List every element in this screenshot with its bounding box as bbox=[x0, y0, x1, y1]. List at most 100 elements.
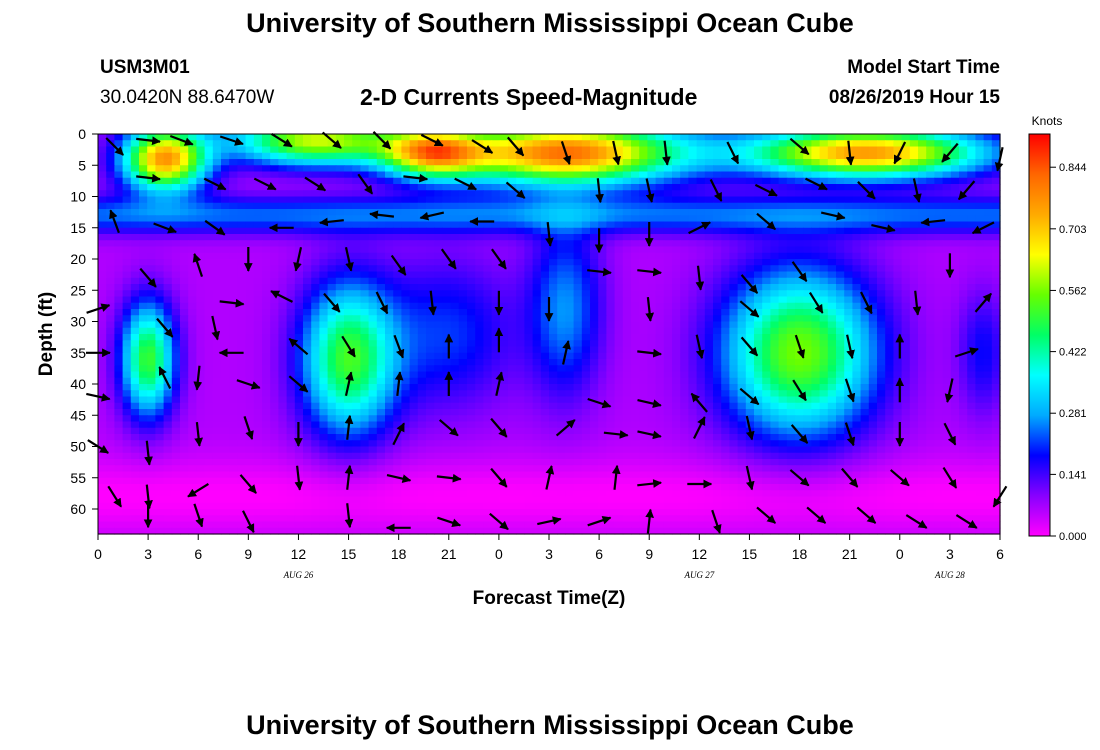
heat-cell bbox=[549, 140, 558, 148]
heat-cell bbox=[901, 196, 911, 204]
heat-cell bbox=[688, 140, 698, 148]
heat-cell bbox=[950, 377, 960, 385]
heat-cell bbox=[631, 252, 640, 260]
heat-cell bbox=[819, 302, 829, 310]
heat-cell bbox=[737, 277, 747, 285]
heat-cell bbox=[385, 415, 394, 423]
heat-cell bbox=[458, 390, 468, 398]
heat-cell bbox=[180, 284, 189, 291]
heat-cell bbox=[819, 402, 829, 410]
heat-cell bbox=[180, 352, 189, 360]
heat-cell bbox=[368, 384, 378, 391]
heat-cell bbox=[278, 265, 288, 273]
heat-cell bbox=[672, 327, 681, 335]
heat-cell bbox=[950, 252, 960, 260]
heat-cell bbox=[278, 221, 288, 229]
heat-cell bbox=[844, 215, 853, 223]
heat-cell bbox=[303, 352, 312, 360]
heat-cell bbox=[549, 309, 558, 316]
heat-cell bbox=[524, 215, 534, 223]
heat-cell bbox=[639, 352, 648, 360]
heat-cell bbox=[901, 340, 911, 348]
heat-cell bbox=[442, 165, 452, 173]
heat-cell bbox=[565, 321, 575, 329]
heat-cell bbox=[983, 227, 993, 235]
heat-cell bbox=[401, 352, 411, 360]
heat-cell bbox=[221, 259, 230, 266]
heat-cell bbox=[959, 296, 968, 304]
heat-cell bbox=[868, 152, 878, 160]
heat-cell bbox=[893, 177, 903, 185]
heat-cell bbox=[139, 352, 148, 360]
heat-cell bbox=[606, 184, 616, 191]
heat-cell bbox=[622, 365, 632, 373]
heat-cell bbox=[737, 340, 747, 348]
heat-cell bbox=[868, 227, 878, 235]
heat-cell bbox=[335, 221, 345, 229]
heat-cell bbox=[680, 209, 689, 216]
heat-cell bbox=[549, 302, 558, 310]
heat-cell bbox=[163, 309, 173, 316]
heat-cell bbox=[376, 177, 386, 185]
heat-cell bbox=[467, 171, 476, 179]
heat-cell bbox=[508, 302, 517, 310]
heat-cell bbox=[352, 390, 361, 398]
heat-cell bbox=[335, 234, 345, 241]
heat-cell bbox=[795, 359, 804, 366]
heat-cell bbox=[130, 227, 140, 235]
heat-cell bbox=[122, 177, 132, 185]
heat-cell bbox=[565, 315, 575, 323]
heat-cell bbox=[221, 396, 230, 404]
heat-cell bbox=[106, 171, 115, 179]
heat-cell bbox=[967, 296, 976, 304]
heat-cell bbox=[704, 315, 714, 323]
heat-cell bbox=[909, 252, 919, 260]
heat-cell bbox=[991, 302, 1001, 310]
heat-cell bbox=[918, 340, 927, 348]
heat-cell bbox=[344, 159, 353, 166]
heat-cell bbox=[245, 259, 255, 266]
heat-cell bbox=[786, 259, 796, 266]
heat-cell bbox=[614, 309, 624, 316]
heat-cell bbox=[229, 396, 238, 404]
heat-cell bbox=[549, 327, 558, 335]
heat-cell bbox=[417, 321, 427, 329]
heat-cell bbox=[245, 334, 255, 341]
heat-cell bbox=[786, 165, 796, 173]
heat-cell bbox=[631, 165, 640, 173]
heat-cell bbox=[319, 284, 329, 291]
heat-cell bbox=[327, 290, 337, 298]
heat-cell bbox=[467, 402, 476, 410]
heat-cell bbox=[409, 184, 419, 191]
heat-cell bbox=[335, 415, 345, 423]
heat-cell bbox=[868, 340, 878, 348]
heat-cell bbox=[335, 384, 345, 391]
heat-cell bbox=[360, 252, 370, 260]
heat-cell bbox=[180, 240, 189, 248]
heat-cell bbox=[786, 159, 796, 166]
heat-cell bbox=[417, 290, 427, 298]
heat-cell bbox=[180, 252, 189, 260]
heat-cell bbox=[885, 390, 894, 398]
heat-cell bbox=[335, 315, 345, 323]
heat-cell bbox=[909, 215, 919, 223]
heat-cell bbox=[622, 315, 632, 323]
heat-cell bbox=[106, 152, 115, 160]
heat-cell bbox=[893, 165, 903, 173]
heat-cell bbox=[942, 209, 952, 216]
heat-cell bbox=[688, 209, 698, 216]
heat-cell bbox=[860, 315, 870, 323]
heat-cell bbox=[647, 315, 657, 323]
heat-cell bbox=[819, 259, 829, 266]
heat-cell bbox=[688, 365, 698, 373]
heat-cell bbox=[770, 377, 780, 385]
heat-cell bbox=[565, 277, 575, 285]
heat-cell bbox=[508, 340, 517, 348]
heat-cell bbox=[253, 140, 263, 148]
heat-cell bbox=[294, 284, 304, 291]
heat-cell bbox=[622, 384, 632, 391]
heat-cell bbox=[253, 221, 263, 229]
heat-cell bbox=[352, 140, 361, 148]
heat-cell bbox=[229, 259, 238, 266]
heat-cell bbox=[975, 309, 985, 316]
